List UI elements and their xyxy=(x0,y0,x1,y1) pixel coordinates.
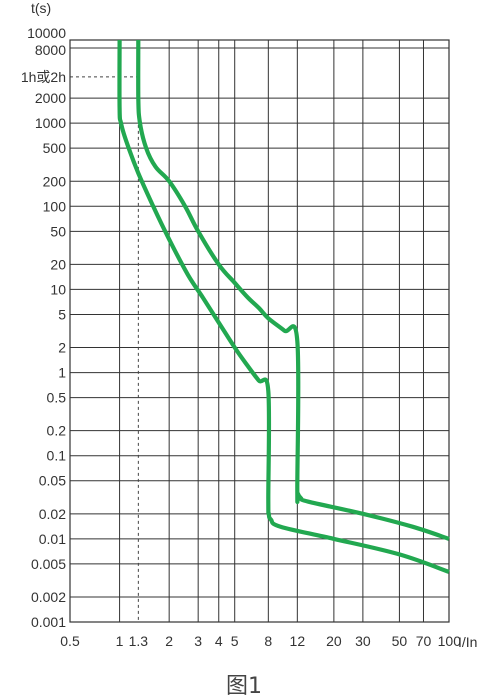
y-tick-label: 200 xyxy=(43,173,67,189)
y-tick-label: 1000 xyxy=(35,115,66,131)
reference-lines xyxy=(70,76,139,622)
y-tick-label: 20 xyxy=(50,256,66,272)
y-tick-label: 0.1 xyxy=(47,448,67,464)
x-tick-label: 12 xyxy=(290,633,306,649)
series-curve-1 xyxy=(117,39,450,574)
y-tick-label: 0.2 xyxy=(47,423,67,439)
x-tick-label: 100 xyxy=(438,633,462,649)
y-tick-label: 10 xyxy=(50,281,66,297)
x-tick-label: 1.3 xyxy=(129,633,149,649)
y-tick-label: 2000 xyxy=(35,90,66,106)
x-tick-label: 70 xyxy=(416,633,432,649)
y-tick-label: 2 xyxy=(58,340,66,356)
plot-frame xyxy=(69,39,450,623)
x-tick-label: 30 xyxy=(355,633,371,649)
x-tick-label: 20 xyxy=(326,633,342,649)
y-tick-label: 8000 xyxy=(35,42,66,58)
y-tick-label: 0.5 xyxy=(47,390,67,406)
y-tick-label: 0.02 xyxy=(39,506,66,522)
tripping-curve-chart: 1000080001h或2h20001000500200100502010521… xyxy=(21,0,478,650)
x-tick-labels: 0.5 1 1.3 2 3 4 5 8 12 20 30 50 70 100 xyxy=(60,633,461,649)
x-tick-label: 1 xyxy=(116,633,124,649)
horizontal-grid xyxy=(70,47,449,598)
x-tick-label: 4 xyxy=(215,633,223,649)
y-tick-label: 500 xyxy=(43,140,67,156)
x-tick-label: 3 xyxy=(194,633,202,649)
y-tick-label: 0.002 xyxy=(31,589,66,605)
y-tick-label: 0.001 xyxy=(31,614,66,630)
series-curve-2 xyxy=(136,39,450,541)
x-tick-label: 0.5 xyxy=(60,633,80,649)
x-tick-label: 8 xyxy=(264,633,272,649)
y-tick-label: 1h或2h xyxy=(21,69,66,85)
x-tick-label: 50 xyxy=(392,633,408,649)
series-layer xyxy=(117,39,450,574)
y-tick-label: 0.01 xyxy=(39,531,66,547)
x-tick-label: 2 xyxy=(165,633,173,649)
x-tick-label: 5 xyxy=(231,633,239,649)
y-tick-label: 10000 xyxy=(27,25,66,41)
x-axis-title: I/In xyxy=(458,634,477,650)
plot-background xyxy=(70,40,449,622)
y-tick-label: 0.05 xyxy=(39,473,66,489)
y-tick-label: 0.005 xyxy=(31,556,66,572)
y-tick-label: 1 xyxy=(58,365,66,381)
y-tick-label: 50 xyxy=(50,223,66,239)
y-tick-label: 100 xyxy=(43,198,67,214)
y-tick-label: 5 xyxy=(58,306,66,322)
y-axis-title: t(s) xyxy=(31,0,51,16)
figure-caption: 图1 xyxy=(226,674,262,699)
